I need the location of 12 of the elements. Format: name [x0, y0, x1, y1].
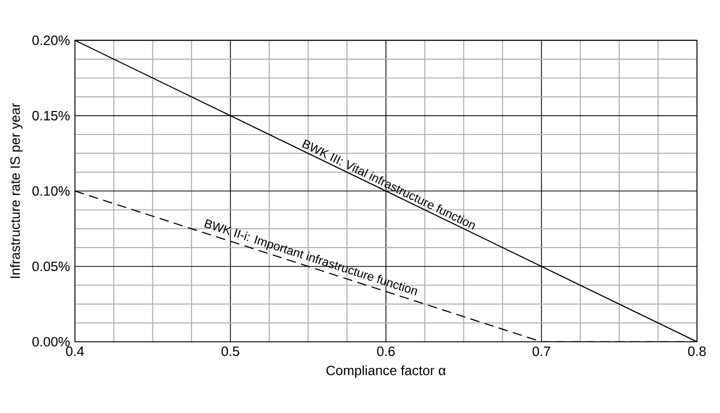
x-tick-label: 0.4	[66, 346, 84, 356]
x-tick-label: 0.8	[688, 346, 706, 356]
x-tick-label: 0.7	[532, 346, 550, 356]
y-tick-label: 0.20%	[32, 36, 70, 46]
y-tick-label: 0.15%	[32, 111, 70, 121]
y-tick-label: 0.05%	[32, 262, 70, 272]
y-tick-label: 0.10%	[32, 186, 70, 196]
x-axis-title: Compliance factor α	[326, 365, 446, 378]
x-tick-label: 0.6	[377, 346, 395, 356]
x-tick-label: 0.5	[222, 346, 240, 356]
y-axis-title: Infrastructure rate IS per year	[10, 103, 23, 278]
y-tick-label: 0.00%	[32, 337, 70, 347]
